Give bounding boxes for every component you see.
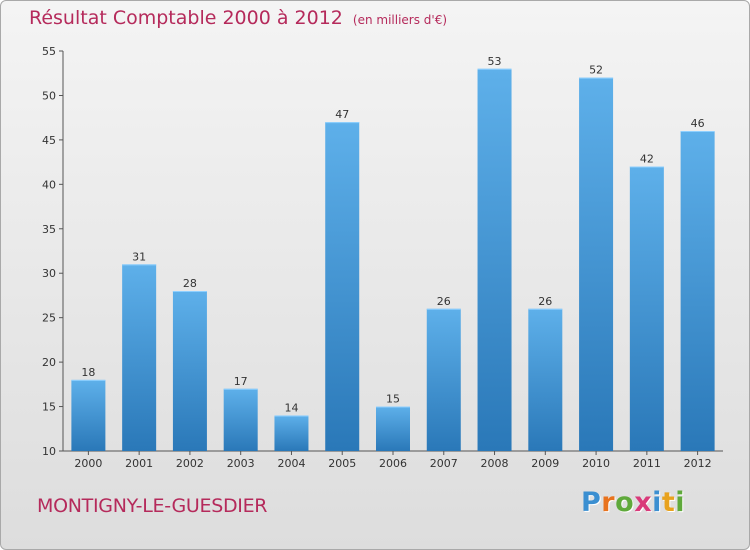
- logo-letter: P: [581, 487, 602, 518]
- data-label: 47: [335, 108, 349, 121]
- y-tick-label: 15: [42, 401, 56, 414]
- bar: [376, 406, 410, 451]
- y-tick-label: 10: [42, 445, 56, 458]
- proxiti-logo: Proxiti: [581, 487, 685, 518]
- x-tick-label: 2001: [125, 457, 153, 470]
- x-tick-label: 2012: [684, 457, 712, 470]
- x-tick-label: 2009: [531, 457, 559, 470]
- y-tick-label: 30: [42, 267, 56, 280]
- logo-letter: x: [634, 487, 653, 518]
- y-tick-label: 40: [42, 178, 56, 191]
- data-label: 26: [538, 295, 552, 308]
- y-tick-label: 55: [42, 45, 56, 58]
- y-tick-label: 50: [42, 89, 56, 102]
- bar: [172, 291, 207, 451]
- data-label: 18: [81, 366, 95, 379]
- bar: [426, 308, 461, 451]
- bar: [579, 77, 614, 452]
- data-label: 52: [589, 64, 603, 77]
- x-tick-label: 2000: [74, 457, 102, 470]
- x-tick-label: 2007: [430, 457, 458, 470]
- y-tick-label: 25: [42, 312, 56, 325]
- x-tick-label: 2005: [328, 457, 356, 470]
- data-label: 17: [234, 375, 248, 388]
- x-tick-label: 2002: [176, 457, 204, 470]
- logo-letter: i: [652, 487, 662, 518]
- title-text: Résultat Comptable 2000 à 2012: [29, 7, 343, 29]
- data-label: 26: [437, 295, 451, 308]
- bar: [477, 68, 512, 452]
- data-label: 14: [284, 401, 298, 414]
- x-tick-label: 2003: [227, 457, 255, 470]
- logo-letter: t: [661, 487, 676, 518]
- data-label: 46: [691, 117, 705, 130]
- x-tick-label: 2010: [582, 457, 610, 470]
- data-labels: 18 31 28 17 14 47 15 26 53 26 52 42 46: [81, 55, 704, 415]
- y-tick-label: 35: [42, 223, 56, 236]
- data-label: 28: [183, 277, 197, 290]
- y-tick-label: 20: [42, 356, 56, 369]
- bar: [223, 388, 258, 451]
- bar: [71, 379, 106, 451]
- bars: [71, 68, 715, 452]
- data-label: 42: [640, 153, 654, 166]
- bar: [680, 131, 715, 451]
- data-label: 53: [488, 55, 502, 68]
- chart-title: Résultat Comptable 2000 à 2012 (en millie…: [29, 7, 447, 29]
- bar: [528, 308, 563, 451]
- x-tick-label: 2004: [277, 457, 305, 470]
- y-tick-label: 45: [42, 134, 56, 147]
- bar: [629, 166, 664, 452]
- logo-letter: r: [601, 487, 616, 518]
- x-tick-label: 2011: [633, 457, 661, 470]
- place-name: MONTIGNY-LE-GUESDIER: [37, 495, 268, 517]
- bar: [122, 264, 157, 451]
- x-tick-label: 2006: [379, 457, 407, 470]
- data-label: 15: [386, 393, 400, 406]
- x-tick-label: 2008: [481, 457, 509, 470]
- logo-letter: i: [675, 487, 686, 518]
- data-label: 31: [132, 250, 146, 263]
- chart-subtitle: (en milliers d'€): [352, 13, 448, 27]
- logo-letter: o: [615, 487, 635, 518]
- bar: [274, 415, 309, 451]
- bar: [325, 122, 360, 451]
